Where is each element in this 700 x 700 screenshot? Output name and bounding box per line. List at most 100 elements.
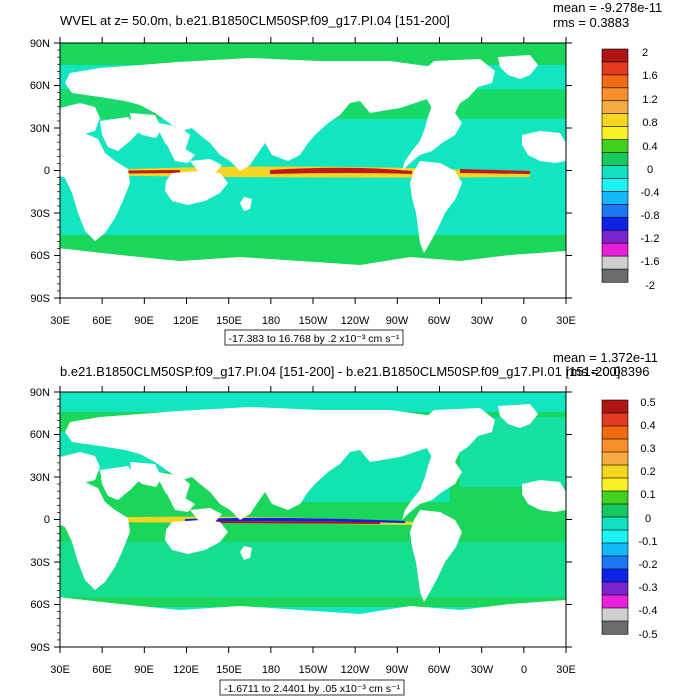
lon-label: 150E — [216, 315, 242, 327]
lon-label: 180 — [262, 315, 280, 327]
colorbar-swatch — [601, 477, 629, 492]
panel-bottom-lat-labels: 90N 60N 30N 0 30S 60S 90S — [30, 387, 50, 654]
colorbar-swatch — [601, 242, 629, 257]
colorbar-swatch — [601, 581, 629, 596]
lon-label: 60W — [428, 664, 451, 676]
lon-label: 30W — [471, 664, 494, 676]
range-note-text: -1.6711 to 2.4401 by .05 x10⁻³ cm s⁻¹ — [224, 683, 401, 695]
colorbar-swatch — [601, 152, 629, 167]
colorbar-swatch — [601, 620, 629, 635]
range-note-text: -17.383 to 16.768 by .2 x10⁻³ cm s⁻¹ — [228, 333, 400, 345]
colorbar-swatch — [601, 529, 629, 544]
panel-top-ticks — [54, 37, 572, 304]
lon-label: 120W — [341, 315, 370, 327]
colorbar-label: -0.5 — [639, 629, 658, 641]
colorbar-label: 0.8 — [642, 117, 657, 129]
lat-label: 60N — [30, 80, 50, 92]
colorbar-label: 0.3 — [640, 443, 655, 455]
colorbar-swatch — [601, 425, 629, 440]
colorbar-swatch — [601, 607, 629, 622]
lat-label: 60S — [30, 599, 50, 611]
colorbar-swatch — [601, 178, 629, 192]
panel-top-rms: rms = 0.3883 — [553, 15, 629, 30]
lon-label: 150W — [299, 664, 328, 676]
colorbar-label: 1.2 — [642, 94, 657, 106]
panel-top-map — [60, 43, 566, 298]
lon-label: 30E — [50, 664, 70, 676]
lat-label: 60N — [30, 429, 50, 441]
panel-bottom: b.e21.B1850CLM50SP.f09_g17.PI.04 [151-20… — [30, 350, 658, 696]
panel-bottom-colorbar-labels: 0.5 0.4 0.3 0.2 0.1 0 -0.1 -0.2 -0.3 -0.… — [639, 397, 658, 641]
colorbar-swatch — [601, 165, 629, 180]
colorbar-swatch — [601, 568, 629, 583]
colorbar-swatch — [601, 464, 629, 479]
lat-label: 30N — [30, 472, 50, 484]
colorbar-label: -0.4 — [641, 187, 660, 199]
lat-label: 30S — [30, 557, 50, 569]
colorbar-label: -0.8 — [641, 210, 660, 222]
lon-label: 60E — [92, 664, 112, 676]
lon-label: 30E — [50, 315, 70, 327]
colorbar-swatch — [601, 516, 629, 531]
colorbar-swatch — [601, 100, 629, 115]
panel-top-colorbar — [601, 48, 629, 283]
panel-top-title: WVEL at z= 50.0m, b.e21.B1850CLM50SP.f09… — [60, 13, 450, 28]
lat-label: 90S — [30, 642, 50, 654]
colorbar-swatch — [601, 229, 629, 244]
lon-label: 60W — [428, 315, 451, 327]
panel-top: WVEL at z= 50.0m, b.e21.B1850CLM50SP.f09… — [30, 0, 662, 346]
colorbar-swatch — [601, 542, 629, 557]
lon-label: 120W — [341, 664, 370, 676]
panel-bottom-mean: mean = 1.372e-11 — [553, 350, 658, 365]
lon-label: 0 — [521, 664, 527, 676]
lon-label: 150E — [216, 664, 242, 676]
colorbar-swatch — [601, 191, 629, 205]
lon-label: 30E — [556, 664, 576, 676]
lat-label: 90N — [30, 38, 50, 50]
lon-label: 120E — [173, 664, 199, 676]
panel-top-lon-labels: 30E 60E 90E 120E 150E 180 150W 120W 90W … — [50, 315, 576, 327]
colorbar-label: 1.6 — [642, 70, 657, 82]
colorbar-swatch — [601, 126, 629, 141]
lon-label: 30E — [556, 315, 576, 327]
panel-top-colorbar-labels: 2 1.6 1.2 0.8 0.4 0 -0.4 -0.8 -1.2 -1.6 … — [641, 47, 660, 292]
lon-label: 150W — [299, 315, 328, 327]
panel-bottom-ticks — [54, 386, 572, 653]
colorbar-swatch — [601, 594, 629, 609]
lon-label: 0 — [521, 315, 527, 327]
lon-label: 90E — [134, 664, 154, 676]
lat-label: 0 — [44, 165, 50, 177]
lat-label: 30N — [30, 123, 50, 135]
colorbar-swatch — [601, 555, 629, 570]
panel-bottom-range-note: -1.6711 to 2.4401 by .05 x10⁻³ cm s⁻¹ — [219, 679, 405, 696]
colorbar-swatch — [601, 451, 629, 466]
colorbar-label: -0.3 — [639, 582, 658, 594]
lon-label: 90W — [386, 664, 409, 676]
panel-bottom-lon-labels: 30E 60E 90E 120E 150E 180 150W 120W 90W … — [50, 664, 576, 676]
panel-bottom-title: b.e21.B1850CLM50SP.f09_g17.PI.04 [151-20… — [60, 364, 620, 379]
lat-label: 30S — [30, 208, 50, 220]
lon-label: 120E — [173, 315, 199, 327]
colorbar-label: -0.2 — [639, 559, 658, 571]
lon-label: 90W — [386, 315, 409, 327]
lat-label: 60S — [30, 250, 50, 262]
colorbar-label: -1.6 — [641, 256, 660, 268]
colorbar-label: -0.1 — [639, 536, 658, 548]
colorbar-swatch — [601, 412, 629, 427]
panel-bottom-colorbar — [601, 399, 629, 635]
colorbar-swatch — [601, 61, 629, 76]
colorbar-swatch — [601, 399, 629, 414]
panel-bottom-rms: rms = 0.08396 — [566, 364, 649, 379]
lon-label: 30W — [471, 315, 494, 327]
colorbar-label: 0.5 — [640, 397, 655, 409]
lat-label: 0 — [44, 514, 50, 526]
lon-label: 90E — [134, 315, 154, 327]
colorbar-swatch — [601, 268, 629, 283]
panel-top-lat-labels: 90N 60N 30N 0 30S 60S 90S — [30, 38, 50, 305]
colorbar-swatch — [601, 216, 629, 231]
colorbar-swatch — [601, 113, 629, 128]
colorbar-label: 2 — [642, 47, 648, 59]
colorbar-swatch — [601, 503, 629, 518]
lon-label: 60E — [92, 315, 112, 327]
